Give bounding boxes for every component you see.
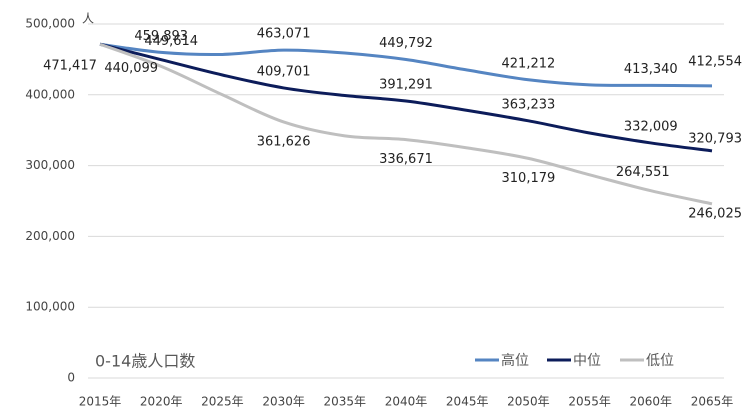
data-label: 449,792 <box>379 36 433 51</box>
x-tick-label: 2060年 <box>630 395 673 409</box>
line <box>99 42 713 153</box>
data-label: 320,793 <box>688 131 742 146</box>
y-tick-label: 0 <box>67 371 75 385</box>
x-tick-label: 2055年 <box>568 395 611 409</box>
legend-label: 低位 <box>646 353 674 369</box>
data-label: 412,554 <box>688 54 742 69</box>
x-tick-label: 2045年 <box>446 395 489 409</box>
data-label: 463,071 <box>257 27 311 42</box>
line <box>99 42 713 88</box>
x-tick-label: 2050年 <box>507 395 550 409</box>
data-label: 440,099 <box>104 61 158 76</box>
data-label: 264,551 <box>616 165 670 180</box>
legend-label: 中位 <box>573 353 601 369</box>
data-label: 336,671 <box>379 152 433 167</box>
legend-label: 高位 <box>501 352 529 369</box>
data-label: 310,179 <box>502 171 556 186</box>
chart-title: 0-14歳人口数 <box>95 352 195 371</box>
data-label: 409,701 <box>257 64 311 79</box>
x-tick-label: 2020年 <box>140 395 183 409</box>
x-tick-label: 2065年 <box>691 395 734 409</box>
data-label: 421,212 <box>502 56 556 71</box>
y-tick-label: 500,000 <box>25 17 75 31</box>
data-label: 413,340 <box>624 62 678 77</box>
data-label: 361,626 <box>257 134 311 149</box>
y-tick-label: 200,000 <box>25 229 75 243</box>
data-label: 363,233 <box>502 97 556 112</box>
x-tick-label: 2015年 <box>79 395 122 409</box>
data-label: 459,893 <box>134 29 188 44</box>
x-tick-label: 2025年 <box>201 395 244 409</box>
line <box>99 42 713 206</box>
x-tick-label: 2030年 <box>262 395 305 409</box>
data-label: 391,291 <box>379 77 433 92</box>
x-tick-label: 2035年 <box>324 395 367 409</box>
y-tick-label: 400,000 <box>25 87 75 101</box>
y-tick-label: 300,000 <box>25 158 75 172</box>
y-unit: 人 <box>82 12 94 26</box>
data-label: 449,614 <box>144 34 198 49</box>
y-tick-label: 100,000 <box>25 300 75 314</box>
data-label: 471,417 <box>43 59 97 74</box>
data-label: 246,025 <box>688 206 742 221</box>
data-label: 332,009 <box>624 119 678 134</box>
x-tick-label: 2040年 <box>385 395 428 409</box>
